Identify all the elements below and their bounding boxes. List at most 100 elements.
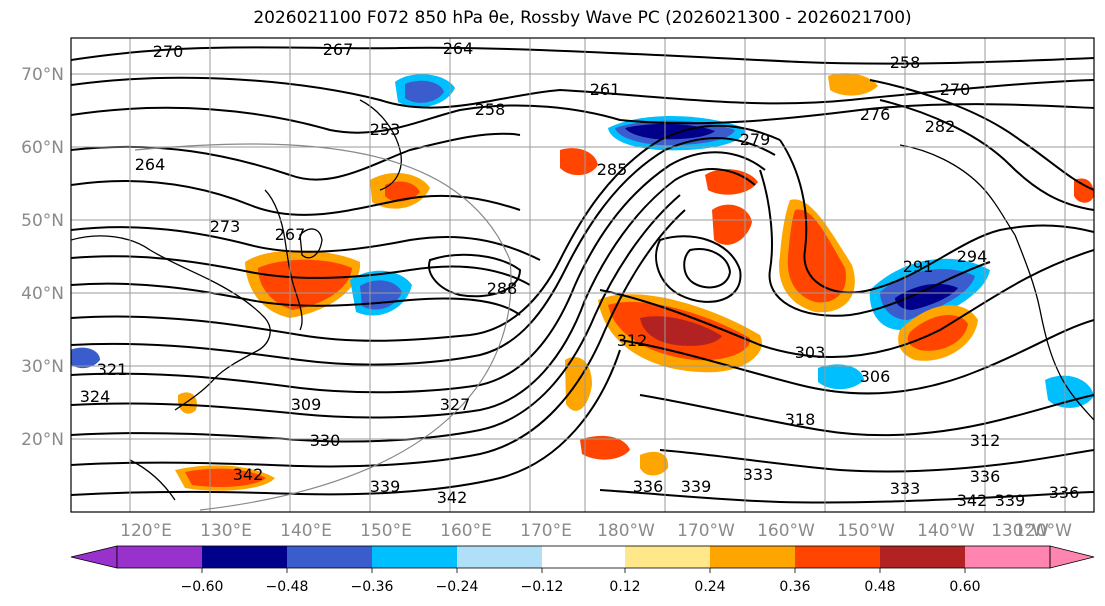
colorbar-segment xyxy=(880,546,965,568)
contour-line xyxy=(71,255,531,286)
lat-label-20n: 20°N xyxy=(21,430,64,450)
contour-label: 306 xyxy=(860,367,891,386)
contour-label: 294 xyxy=(957,247,988,266)
lon-label: 150°E xyxy=(360,521,412,541)
lon-label: 140°E xyxy=(280,521,332,541)
contour-line xyxy=(428,253,522,298)
colorbar-tick-label: −0.60 xyxy=(181,579,224,595)
colorbar-tick-label: −0.12 xyxy=(521,579,564,595)
colorbar-tick-label: 0.24 xyxy=(694,579,725,595)
contour-line xyxy=(71,349,621,496)
anomaly-blob xyxy=(185,468,266,487)
contour-label: 279 xyxy=(740,130,771,149)
anomaly-blob xyxy=(787,209,846,303)
contour-label: 339 xyxy=(681,477,712,496)
coastline xyxy=(264,189,303,331)
anomaly-blob xyxy=(712,204,752,245)
coastline xyxy=(129,459,176,501)
colorbar-segment xyxy=(795,546,880,568)
colorbar: −0.60 −0.48 −0.36 −0.24 −0.12 0.12 0.24 … xyxy=(70,545,1095,595)
colorbar-segment xyxy=(965,546,1050,568)
anomaly-blob xyxy=(1074,178,1094,203)
contour-line xyxy=(71,132,521,181)
contour-label: 285 xyxy=(597,160,628,179)
plot-border xyxy=(70,37,1095,513)
colorbar-segment xyxy=(372,546,457,568)
contour-label: 303 xyxy=(795,343,826,362)
contour-label: 264 xyxy=(135,155,166,174)
lon-label: 160°E xyxy=(440,521,492,541)
lon-label: 150°W xyxy=(837,521,895,541)
contour-line xyxy=(71,194,681,443)
contour-label: 324 xyxy=(80,387,111,406)
contour-label: 282 xyxy=(925,117,956,136)
contour-line xyxy=(71,151,766,394)
lon-label: 130°E xyxy=(200,521,252,541)
contour-label: 288 xyxy=(487,279,518,298)
anomaly-blob xyxy=(580,435,630,460)
anomaly-blob xyxy=(640,316,722,346)
latitude-labels: 70°N 60°N 50°N 40°N 30°N 20°N xyxy=(21,65,64,450)
contour-label: 333 xyxy=(743,465,774,484)
colorbar-tick-label: 0.60 xyxy=(949,579,980,595)
coastlines xyxy=(71,99,1094,501)
anomaly-blob xyxy=(71,347,100,369)
colorbar-tick-label: 0.48 xyxy=(864,579,895,595)
colorbar-tick-label: 0.12 xyxy=(609,579,640,595)
contour-label: 342 xyxy=(233,465,264,484)
contour-label: 312 xyxy=(617,331,648,350)
contour-line xyxy=(599,489,1094,504)
lon-label: 120°W xyxy=(1014,521,1072,541)
contour-label: 333 xyxy=(890,479,921,498)
contour-label: 339 xyxy=(370,477,401,496)
contour-line xyxy=(683,248,732,289)
contour-label: 312 xyxy=(970,431,1001,450)
contour-label: 261 xyxy=(590,80,621,99)
contour-labels: 270 267 264 258 270 261 276 282 253 258 … xyxy=(80,39,1080,510)
anomaly-blob xyxy=(405,80,444,103)
map-title: 2026021100 F072 850 hPa θe, Rossby Wave … xyxy=(253,8,912,28)
anomaly-blob xyxy=(907,314,968,351)
contour-label: 336 xyxy=(1049,483,1080,502)
anomaly-blob xyxy=(640,451,669,476)
anomaly-blob xyxy=(828,73,878,96)
coastline xyxy=(899,144,1016,236)
contour-label: 273 xyxy=(210,217,241,236)
contour-label: 336 xyxy=(633,477,664,496)
contour-line xyxy=(71,168,756,419)
contour-label: 267 xyxy=(323,40,354,59)
coastline xyxy=(71,235,271,411)
contour-label: 321 xyxy=(97,360,128,379)
contour-label: 342 xyxy=(957,491,988,510)
contour-label: 267 xyxy=(275,225,306,244)
lon-label: 180°W xyxy=(597,521,655,541)
coastline xyxy=(1014,234,1094,421)
contour-label: 264 xyxy=(443,39,474,58)
contour-label: 327 xyxy=(440,395,471,414)
contour-line xyxy=(879,99,1094,211)
contour-label: 258 xyxy=(475,100,506,119)
colorbar-segment xyxy=(710,546,795,568)
lon-label: 120°E xyxy=(120,521,172,541)
contour-label: 318 xyxy=(785,410,816,429)
colorbar-segment xyxy=(625,546,710,568)
contour-label: 276 xyxy=(860,105,891,124)
contour-label: 258 xyxy=(890,53,921,72)
lon-label: 140°W xyxy=(917,521,975,541)
contour-line xyxy=(639,394,1094,437)
colorbar-tick-label: −0.24 xyxy=(436,579,479,595)
colorbar-tick-label: −0.36 xyxy=(351,579,394,595)
anomaly-blob xyxy=(895,283,958,310)
lat-label-50n: 50°N xyxy=(21,211,64,231)
contour-label: 330 xyxy=(310,431,341,450)
colorbar-segment xyxy=(457,546,542,568)
anomaly-blob xyxy=(385,181,420,202)
lat-label-60n: 60°N xyxy=(21,138,64,158)
contour-label: 339 xyxy=(995,491,1026,510)
contour-label: 309 xyxy=(291,395,322,414)
contour-label: 291 xyxy=(903,257,934,276)
contour-line xyxy=(71,209,686,468)
lon-label: 170°W xyxy=(677,521,735,541)
contour-line xyxy=(599,249,1094,358)
